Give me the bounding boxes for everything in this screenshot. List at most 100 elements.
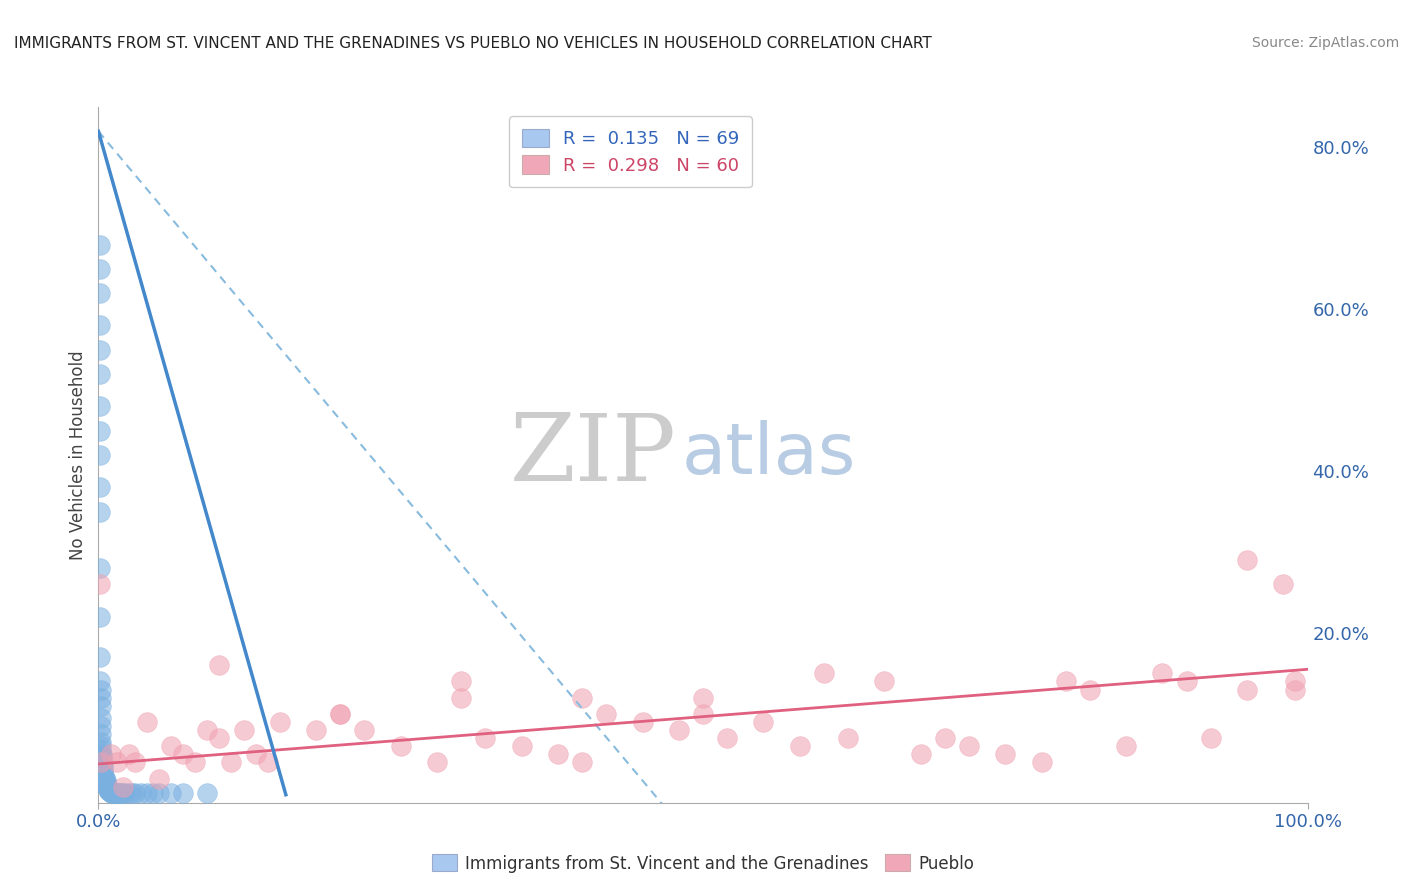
Text: ZIP: ZIP: [509, 410, 676, 500]
Point: [89, 674, 111, 689]
Point: [1078, 682, 1101, 697]
Point: [1236, 682, 1258, 697]
Point: [1175, 674, 1198, 689]
Point: [957, 739, 980, 754]
Point: [107, 786, 129, 800]
Point: [118, 747, 141, 762]
Point: [329, 706, 352, 721]
Point: [1236, 553, 1258, 567]
Point: [89, 237, 111, 252]
Point: [90, 682, 112, 697]
Point: [752, 714, 775, 729]
Point: [595, 706, 617, 721]
Point: [692, 690, 714, 705]
Point: [135, 786, 157, 800]
Point: [426, 756, 449, 770]
Point: [510, 739, 533, 754]
Point: [111, 786, 134, 800]
Point: [104, 786, 127, 800]
Point: [208, 731, 231, 745]
Point: [195, 723, 218, 737]
Point: [118, 786, 141, 800]
Point: [547, 747, 569, 762]
Point: [103, 786, 125, 800]
Point: [91, 752, 114, 766]
Point: [98, 784, 121, 798]
Point: [89, 504, 111, 518]
Legend: R =  0.135   N = 69, R =  0.298   N = 60: R = 0.135 N = 69, R = 0.298 N = 60: [509, 116, 752, 187]
Point: [571, 756, 593, 770]
Point: [91, 764, 114, 778]
Point: [1152, 666, 1174, 681]
Point: [100, 786, 122, 800]
Point: [450, 674, 472, 689]
Point: [1115, 739, 1137, 754]
Point: [1031, 756, 1053, 770]
Point: [1199, 731, 1222, 745]
Point: [101, 786, 124, 800]
Point: [256, 756, 278, 770]
Point: [90, 711, 112, 725]
Point: [124, 756, 146, 770]
Point: [100, 785, 122, 799]
Point: [329, 706, 352, 721]
Point: [108, 786, 131, 800]
Point: [1054, 674, 1077, 689]
Point: [91, 747, 114, 762]
Point: [232, 723, 254, 737]
Text: Source: ZipAtlas.com: Source: ZipAtlas.com: [1251, 36, 1399, 50]
Point: [90, 739, 112, 754]
Point: [97, 781, 120, 796]
Point: [89, 261, 111, 276]
Point: [716, 731, 738, 745]
Point: [389, 739, 412, 754]
Point: [98, 783, 121, 797]
Point: [934, 731, 956, 745]
Point: [89, 609, 111, 624]
Point: [89, 480, 111, 494]
Point: [90, 698, 112, 713]
Text: IMMIGRANTS FROM ST. VINCENT AND THE GRENADINES VS PUEBLO NO VEHICLES IN HOUSEHOL: IMMIGRANTS FROM ST. VINCENT AND THE GREN…: [14, 36, 932, 51]
Point: [353, 723, 375, 737]
Point: [631, 714, 654, 729]
Point: [668, 723, 690, 737]
Point: [873, 674, 896, 689]
Point: [90, 727, 112, 741]
Point: [91, 756, 114, 771]
Point: [89, 448, 111, 462]
Point: [90, 756, 112, 770]
Point: [89, 343, 111, 357]
Point: [93, 772, 115, 786]
Point: [121, 786, 143, 800]
Point: [1284, 682, 1306, 697]
Point: [100, 785, 122, 799]
Point: [96, 778, 118, 792]
Point: [184, 756, 207, 770]
Point: [160, 739, 183, 754]
Legend: Immigrants from St. Vincent and the Grenadines, Pueblo: Immigrants from St. Vincent and the Gren…: [425, 847, 981, 880]
Point: [148, 772, 170, 786]
Point: [89, 424, 111, 438]
Point: [172, 786, 194, 800]
Point: [135, 714, 157, 729]
Point: [100, 747, 122, 762]
Point: [813, 666, 835, 681]
Point: [269, 714, 291, 729]
Point: [105, 786, 128, 800]
Point: [221, 756, 243, 770]
Point: [105, 756, 128, 770]
Point: [208, 658, 231, 673]
Point: [108, 786, 131, 800]
Point: [148, 786, 170, 800]
Point: [305, 723, 328, 737]
Point: [91, 766, 114, 780]
Point: [90, 690, 112, 705]
Point: [114, 786, 136, 800]
Point: [97, 782, 120, 797]
Point: [994, 747, 1017, 762]
Point: [245, 747, 267, 762]
Point: [1284, 674, 1306, 689]
Y-axis label: No Vehicles in Household: No Vehicles in Household: [69, 350, 87, 560]
Point: [96, 780, 118, 794]
Point: [124, 786, 146, 800]
